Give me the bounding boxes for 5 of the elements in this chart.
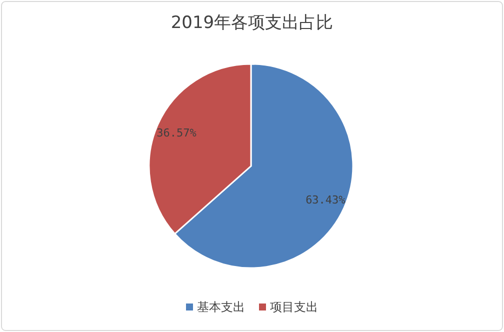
data-label: 63.43% [306, 193, 346, 206]
legend-label: 项目支出 [270, 300, 318, 314]
chart-title: 2019年各项支出占比 [170, 13, 334, 33]
data-label: 36.57% [156, 126, 197, 140]
legend-label: 基本支出 [197, 300, 245, 314]
